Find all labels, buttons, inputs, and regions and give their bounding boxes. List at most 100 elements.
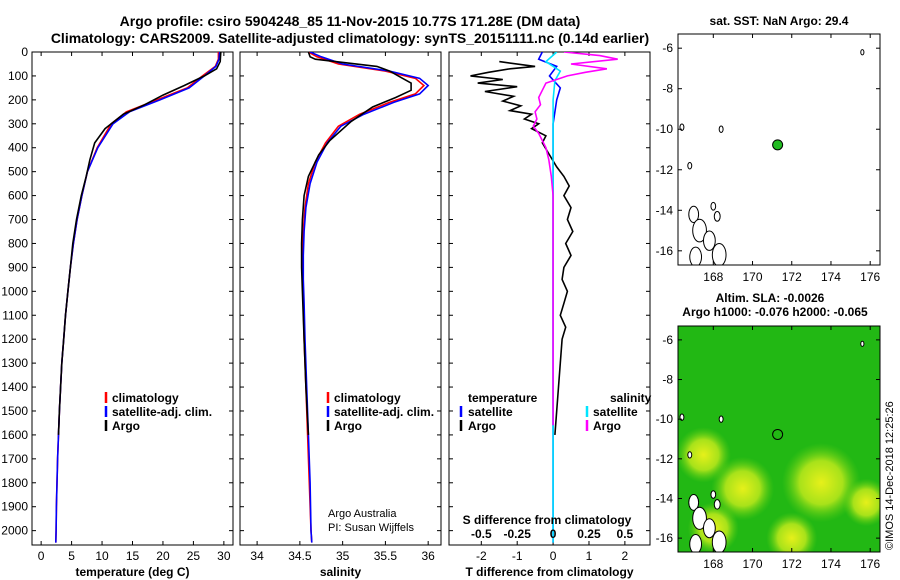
lon-tick-label: 170: [743, 557, 763, 571]
coastline-island: [689, 246, 703, 265]
legend-label: climatology: [112, 391, 179, 405]
lat-tick-label: -12: [656, 163, 674, 177]
salinity-panel: 34 34.5 35 35.5 36 salinity climatologysatelli…: [239, 51, 442, 579]
lon-tick-label: 170: [743, 270, 763, 284]
coastline-island: [702, 518, 716, 539]
plot-frame: [31, 51, 234, 546]
title-line-2: Climatology: CARS2009. Satellite-adjuste…: [51, 30, 649, 46]
sla-map-subtitle: Argo h1000: -0.076 h2000: -0.065: [682, 305, 868, 319]
x-tick-label: 1: [586, 549, 593, 563]
lon-tick-label: 168: [703, 270, 723, 284]
depth-tick-label: 100: [8, 69, 28, 83]
depth-tick-label: 300: [8, 117, 28, 131]
depth-tick-label: 200: [8, 93, 28, 107]
s-tick-label: 0.25: [577, 527, 601, 541]
lat-tick-label: -8: [662, 82, 673, 96]
coastline-island: [718, 125, 724, 133]
coastline-island: [711, 530, 727, 552]
legend-label: climatology: [334, 391, 401, 405]
depth-tick-label: 1100: [2, 308, 28, 322]
depth-tick-label: 600: [8, 189, 28, 203]
sst-map-panel: 168 170 172 174 176 -6 -8 -10 -12 -14 -16 sat. SST:…: [656, 14, 881, 284]
difference-panel: -2 -1 0 1 2 T difference from climatology -0.5…: [448, 51, 652, 579]
x-axis-label: temperature (deg C): [75, 565, 189, 579]
coastline-island: [688, 205, 700, 223]
x-tick-label: 0: [38, 549, 45, 563]
coastline-island: [692, 218, 707, 243]
lon-tick-label: 172: [782, 270, 802, 284]
x-tick-label: -1: [512, 549, 523, 563]
coastline-island: [689, 534, 703, 552]
coastline-island: [713, 211, 721, 222]
coastline-island: [713, 499, 721, 510]
depth-tick-label: 1000: [1, 284, 28, 298]
lat-tick-label: -6: [662, 333, 673, 347]
x-tick-label: 35.5: [374, 549, 398, 563]
lon-tick-label: 174: [821, 557, 841, 571]
x-tick-label: 2: [622, 549, 629, 563]
lat-tick-label: -12: [656, 452, 674, 466]
depth-tick-label: 1500: [1, 404, 28, 418]
lon-tick-label: 174: [821, 270, 841, 284]
x-tick-label: 34: [250, 549, 264, 563]
lat-tick-label: -16: [656, 531, 674, 545]
argo-float-marker: [772, 428, 784, 440]
depth-tick-label: 1300: [1, 356, 28, 370]
coastline-island: [710, 201, 717, 211]
depth-tick-label: 400: [8, 141, 28, 155]
legend-label: Argo: [468, 419, 496, 433]
depth-tick-label: 800: [8, 236, 28, 250]
depth-tick-label: 1700: [1, 452, 28, 466]
x-tick-label: 10: [95, 549, 109, 563]
x-tick-label: 20: [156, 549, 170, 563]
lat-tick-label: -6: [662, 41, 673, 55]
legend-label: satellite-adj. clim.: [112, 405, 212, 419]
sst-map-title: sat. SST: NaN Argo: 29.4: [710, 14, 849, 28]
s-tick-label: 0.5: [617, 527, 634, 541]
coastline-island: [710, 490, 717, 499]
series-line-argo: [300, 52, 412, 435]
lat-tick-label: -8: [662, 373, 673, 387]
lat-tick-label: -10: [656, 122, 674, 136]
depth-tick-label: 1800: [1, 476, 28, 490]
sla-high-anomaly: [766, 512, 818, 552]
s-tick-label: -0.25: [504, 527, 532, 541]
legend-label: satellite: [468, 405, 513, 419]
coastline-island: [702, 230, 716, 251]
imos-watermark: ©IMOS 14-Dec-2018 12:25:26: [884, 401, 896, 550]
coastline-island: [860, 340, 865, 347]
credit-pi: PI: Susan Wijffels: [328, 522, 414, 534]
legend-title-temperature: temperature: [468, 391, 538, 405]
sla-high-anomaly: [781, 442, 861, 523]
x-tick-label: 35: [336, 549, 350, 563]
legend-label: satellite-adj. clim.: [334, 405, 434, 419]
coastline-island: [692, 506, 707, 530]
legend-label: Argo: [112, 419, 140, 433]
argo-float-marker: [772, 139, 784, 151]
x-tick-label: 30: [217, 549, 231, 563]
map-frame: [677, 325, 881, 553]
coastline-island: [687, 451, 693, 459]
x-tick-label: 15: [126, 549, 140, 563]
x-tick-label: -2: [476, 549, 487, 563]
depth-tick-label: 700: [8, 213, 28, 227]
credit-argo-australia: Argo Australia: [328, 508, 397, 520]
lon-tick-label: 176: [860, 557, 880, 571]
x-axis-label: salinity: [320, 565, 362, 579]
s-tick-label: 0: [550, 527, 557, 541]
coastline-island: [718, 415, 724, 423]
x-tick-label: 34.5: [288, 549, 312, 563]
lat-tick-label: -14: [656, 491, 674, 505]
map-frame: [677, 33, 881, 266]
depth-tick-label: 900: [8, 260, 28, 274]
s-axis-label: S difference from climatology: [463, 513, 632, 527]
lon-tick-label: 172: [782, 557, 802, 571]
depth-tick-label: 2000: [1, 524, 28, 538]
temperature-panel: 0100200300400500600700800900100011001200…: [1, 45, 234, 579]
lon-tick-label: 168: [703, 557, 723, 571]
x-tick-label: 25: [187, 549, 201, 563]
lat-tick-label: -16: [656, 244, 674, 258]
legend-label: Argo: [593, 419, 621, 433]
series-line-argo: [57, 52, 222, 435]
